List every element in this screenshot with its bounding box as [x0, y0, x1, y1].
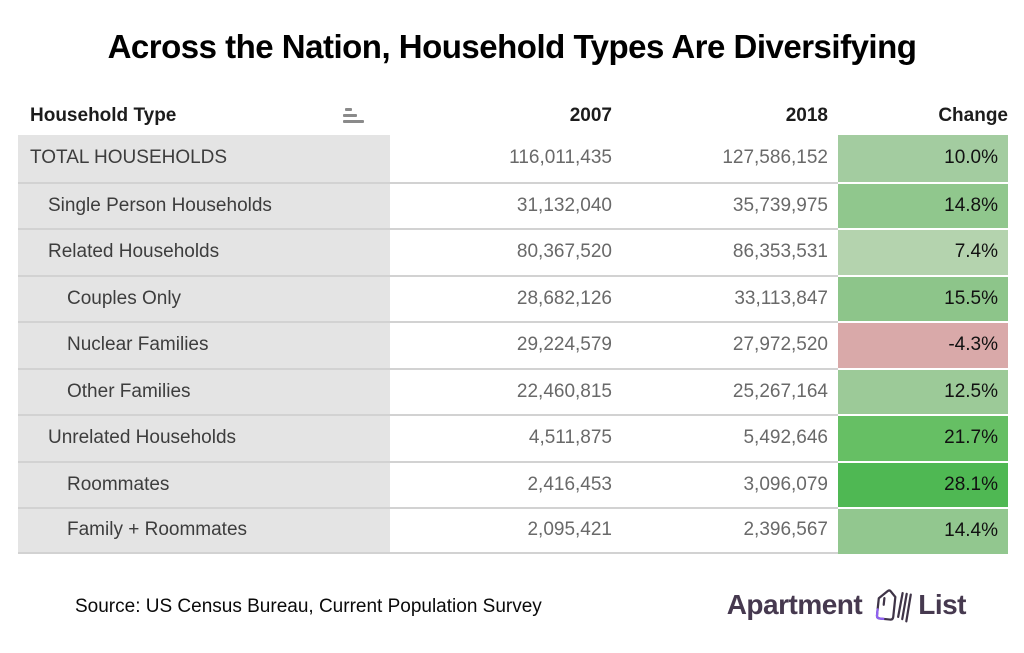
table-row: Nuclear Families 29,224,579 27,972,520 -… — [18, 321, 1008, 368]
table-row: Family + Roommates 2,095,421 2,396,567 1… — [18, 507, 1008, 554]
row-label: Unrelated Households — [18, 414, 390, 461]
change-cell: 12.5% — [838, 367, 1008, 414]
table-row: Single Person Households 31,132,040 35,7… — [18, 181, 1008, 228]
table-header: Household Type 2007 2018 Change — [18, 96, 1008, 135]
value-2018: 86,353,531 — [612, 228, 828, 275]
row-label: Couples Only — [18, 274, 390, 321]
change-cell: 14.8% — [838, 181, 1008, 228]
table-row: Related Households 80,367,520 86,353,531… — [18, 228, 1008, 275]
header-change[interactable]: Change — [938, 104, 1008, 126]
row-label: TOTAL HOUSEHOLDS — [18, 135, 390, 182]
change-cell: 14.4% — [838, 507, 1008, 554]
value-2007: 2,095,421 — [390, 507, 612, 554]
change-cell: 7.4% — [838, 228, 1008, 275]
header-household-type[interactable]: Household Type — [18, 105, 390, 127]
table-row: Other Families 22,460,815 25,267,164 12.… — [18, 367, 1008, 414]
header-2007[interactable]: 2007 — [569, 104, 612, 126]
table-row: Couples Only 28,682,126 33,113,847 15.5% — [18, 274, 1008, 321]
household-table: Household Type 2007 2018 Change TOTAL HO… — [18, 96, 1008, 554]
logo-list-text: List — [918, 589, 966, 620]
apartment-list-logo: Apartment List — [727, 584, 966, 626]
row-label: Other Families — [18, 367, 390, 414]
value-2007: 31,132,040 — [390, 181, 612, 228]
value-2007: 80,367,520 — [390, 228, 612, 275]
logo-apartment-text: Apartment — [726, 589, 863, 620]
value-2018: 127,586,152 — [612, 135, 828, 182]
apartment-list-logo-icon — [876, 589, 913, 623]
row-label: Family + Roommates — [18, 507, 390, 554]
value-2018: 5,492,646 — [612, 414, 828, 461]
change-cell: 28.1% — [838, 460, 1008, 507]
table-row: TOTAL HOUSEHOLDS 116,011,435 127,586,152… — [18, 135, 1008, 182]
value-2018: 27,972,520 — [612, 321, 828, 368]
value-2007: 2,416,453 — [390, 460, 612, 507]
row-label: Related Households — [18, 228, 390, 275]
change-cell: -4.3% — [838, 321, 1008, 368]
header-2018[interactable]: 2018 — [785, 104, 828, 126]
table-row: Roommates 2,416,453 3,096,079 28.1% — [18, 460, 1008, 507]
header-household-type-label: Household Type — [30, 104, 177, 126]
row-label: Single Person Households — [18, 181, 390, 228]
source-note: Source: US Census Bureau, Current Popula… — [75, 596, 542, 617]
value-2018: 3,096,079 — [612, 460, 828, 507]
value-2018: 33,113,847 — [612, 274, 828, 321]
page-title: Across the Nation, Household Types Are D… — [107, 28, 917, 65]
value-2007: 29,224,579 — [390, 321, 612, 368]
row-label: Roommates — [18, 460, 390, 507]
value-2018: 2,396,567 — [612, 507, 828, 554]
value-2007: 22,460,815 — [390, 367, 612, 414]
change-cell: 15.5% — [838, 274, 1008, 321]
value-2018: 35,739,975 — [612, 181, 828, 228]
value-2007: 28,682,126 — [390, 274, 612, 321]
table-row: Unrelated Households 4,511,875 5,492,646… — [18, 414, 1008, 461]
row-label: Nuclear Families — [18, 321, 390, 368]
value-2007: 116,011,435 — [390, 135, 612, 182]
sort-bars-icon[interactable] — [343, 108, 364, 123]
value-2018: 25,267,164 — [612, 367, 828, 414]
change-cell: 10.0% — [838, 135, 1008, 182]
value-2007: 4,511,875 — [390, 414, 612, 461]
change-cell: 21.7% — [838, 414, 1008, 461]
